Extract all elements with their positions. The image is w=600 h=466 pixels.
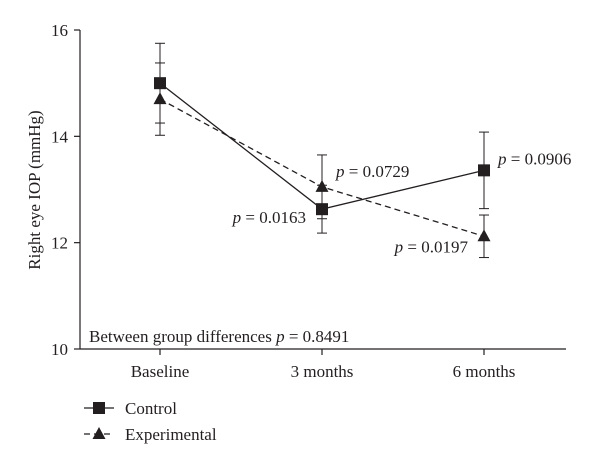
p-value-annotation: p = 0.0906: [497, 149, 571, 168]
x-ticks: Baseline 3 months 6 months: [131, 349, 516, 381]
marker-experimental: [153, 92, 167, 105]
legend-label: Experimental: [125, 425, 217, 444]
y-ticks: 10 12 14 16: [51, 21, 80, 359]
p-value-annotation: p = 0.0729: [335, 162, 409, 181]
marker-control: [316, 203, 328, 216]
p-symbol: p: [497, 149, 507, 168]
y-axis-title: Right eye IOP (mmHg): [25, 110, 44, 269]
legend-item-control: Control: [84, 399, 177, 418]
legend-item-experimental: Experimental: [84, 425, 217, 444]
between-group-prefix: Between group differences: [89, 327, 276, 346]
y-tick-label: 10: [51, 340, 68, 359]
y-tick-label: 16: [51, 21, 68, 40]
p-value: = 0.0906: [507, 149, 572, 168]
p-value: = 0.0197: [403, 237, 468, 256]
legend-label: Control: [125, 399, 177, 418]
between-group-p: p: [275, 327, 285, 346]
legend-marker: [93, 402, 105, 414]
series-markers: [153, 77, 491, 242]
p-value-annotation: p = 0.0163: [232, 208, 306, 227]
legend-marker: [92, 427, 106, 439]
p-value-annotation: p = 0.0197: [394, 237, 469, 256]
marker-experimental: [477, 229, 491, 242]
x-tick-label: 6 months: [453, 362, 516, 381]
marker-control: [154, 77, 166, 90]
y-tick-label: 14: [51, 127, 69, 146]
y-tick-label: 12: [51, 234, 68, 253]
marker-experimental: [315, 179, 329, 192]
x-tick-label: 3 months: [291, 362, 354, 381]
between-group-value: = 0.8491: [285, 327, 350, 346]
chart-axes: [79, 30, 566, 350]
marker-control: [478, 164, 490, 177]
x-tick-label: Baseline: [131, 362, 190, 381]
p-symbol: p: [335, 162, 345, 181]
p-value: = 0.0729: [345, 162, 410, 181]
legend: Control Experimental: [84, 399, 217, 444]
p-symbol: p: [394, 237, 404, 256]
p-symbol: p: [232, 208, 242, 227]
between-group-note: Between group differences p = 0.8491: [89, 327, 349, 346]
error-bars: [155, 42, 489, 259]
p-value: = 0.0163: [241, 208, 306, 227]
